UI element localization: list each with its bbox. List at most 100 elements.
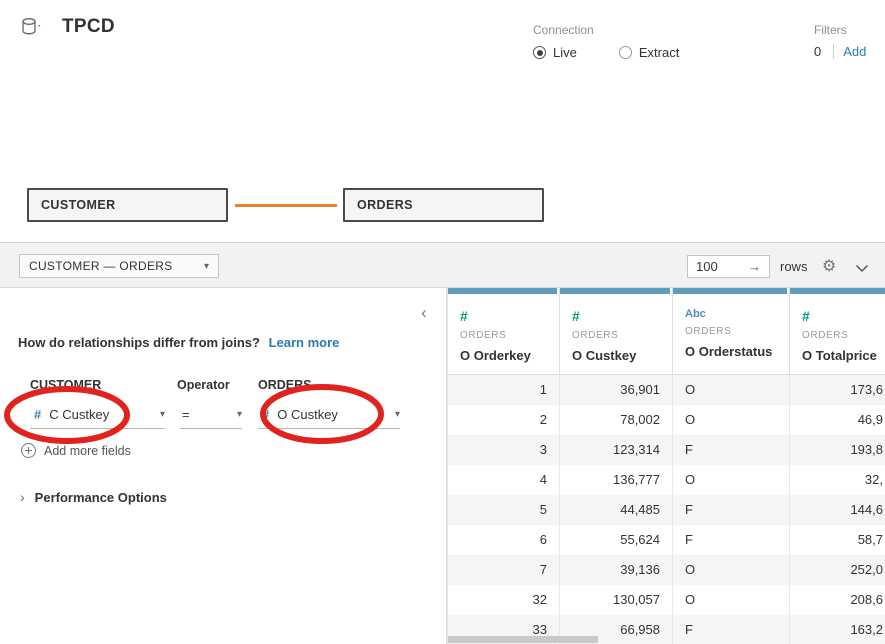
top-bar: TPCD Connection Live Extract Filters 0 A… [0,0,885,75]
column-field-name: O Orderkey [460,348,531,363]
column-header-o-totalprice[interactable]: # ORDERS O Totalprice [790,288,885,374]
cell: O [673,465,790,495]
cell: 173,6 [790,375,885,405]
radio-live-icon[interactable] [533,46,546,59]
apply-row-count-icon[interactable]: → [748,259,761,274]
chevron-right-icon: › [20,489,25,505]
column-accent-bar [673,288,787,294]
number-type-icon: # [802,308,810,324]
right-field-value: O Custkey [277,407,338,422]
table-row: 5 44,485 F 144,6 [448,495,885,525]
relationship-editor-panel: ‹ How do relationships differ from joins… [0,288,447,644]
row-count-value: 100 [696,259,718,274]
performance-options-expander[interactable]: › Performance Options [20,489,167,505]
radio-extract-icon[interactable] [618,46,632,59]
number-type-icon: # [572,308,580,324]
right-table-column-label: ORDERS [258,378,312,392]
left-field-dropdown[interactable]: # C Custkey ▾ [30,401,165,429]
relationship-selector-dropdown[interactable]: CUSTOMER — ORDERS ▾ [19,254,219,278]
cell: F [673,615,790,644]
cell: F [673,435,790,465]
learn-more-link[interactable]: Learn more [268,335,340,350]
plus-icon [21,443,36,458]
cell: 123,314 [560,435,673,465]
operator-value: = [182,407,190,422]
number-field-icon: # [262,407,270,422]
number-type-icon: # [460,308,468,324]
cell: 46,9 [790,405,885,435]
add-more-fields-button[interactable]: Add more fields [21,443,131,458]
string-type-icon: Abc [685,308,706,320]
performance-options-label: Performance Options [34,489,167,505]
add-filter-link[interactable]: Add [843,44,867,59]
column-header-o-orderkey[interactable]: # ORDERS O Orderkey [448,288,560,374]
cell: 2 [448,405,560,435]
table-row: 3 123,314 F 193,8 [448,435,885,465]
number-field-icon: # [34,407,42,422]
cell: 39,136 [560,555,673,585]
relationship-noodle[interactable] [235,204,337,207]
bottom-content: ‹ How do relationships differ from joins… [0,288,885,644]
cell: 3 [448,435,560,465]
cell: 4 [448,465,560,495]
cell: O [673,585,790,615]
cell: 1 [448,375,560,405]
gear-icon[interactable]: ⚙ [822,258,837,275]
grid-header-row: # ORDERS O Orderkey # ORDERS O Custkey A… [448,288,885,375]
cell: 252,0 [790,555,885,585]
chevron-down-icon: ▾ [203,260,209,272]
cell: 136,777 [560,465,673,495]
operator-column-label: Operator [177,378,230,392]
cell: 5 [448,495,560,525]
cell: 32 [448,585,560,615]
connection-section: Connection Live Extract [533,23,679,60]
database-icon[interactable] [20,16,42,38]
chevron-down-icon: ▾ [394,409,400,420]
column-accent-bar [560,288,670,294]
column-accent-bar [790,288,885,294]
left-field-value: C Custkey [49,407,110,422]
column-table-name: ORDERS [802,330,849,341]
table-orders[interactable]: ORDERS [343,188,544,222]
relationship-selector-label: CUSTOMER — ORDERS [29,259,173,273]
cell: 163,2 [790,615,885,644]
cell: 44,485 [560,495,673,525]
cell: O [673,555,790,585]
cell: F [673,495,790,525]
table-customer[interactable]: CUSTOMER [27,188,228,222]
column-table-name: ORDERS [685,326,732,337]
radio-live[interactable]: Live [533,45,577,60]
cell: 130,057 [560,585,673,615]
operator-dropdown[interactable]: = ▾ [180,401,242,429]
relationship-canvas: CUSTOMER ORDERS [0,75,885,242]
connection-label: Connection [533,23,594,37]
row-count-input[interactable]: 100 → [687,255,770,278]
table-row: 1 36,901 O 173,6 [448,375,885,405]
cell: 78,002 [560,405,673,435]
collapse-panel-icon[interactable]: ‹ [421,303,427,322]
chevron-down-icon: ▾ [236,409,242,420]
filters-label: Filters [814,23,847,37]
cell: O [673,405,790,435]
column-field-name: O Orderstatus [685,344,773,359]
radio-extract[interactable]: Extract [618,45,679,60]
chevron-down-icon[interactable] [855,260,869,278]
filters-count: 0 [814,44,822,59]
column-header-o-orderstatus[interactable]: Abc ORDERS O Orderstatus [673,288,790,374]
grid-body: 1 36,901 O 173,6 2 78,002 O 46,9 3 123,3… [448,375,885,644]
filters-section: Filters 0 Add [814,23,866,59]
rows-label: rows [780,259,808,274]
column-header-o-custkey[interactable]: # ORDERS O Custkey [560,288,673,374]
table-row: 7 39,136 O 252,0 [448,555,885,585]
cell: 32, [790,465,885,495]
left-table-column-label: CUSTOMER [30,378,102,392]
column-table-name: ORDERS [460,330,507,341]
right-field-dropdown[interactable]: # O Custkey ▾ [258,401,400,429]
cell: 58,7 [790,525,885,555]
add-more-fields-label: Add more fields [44,443,131,458]
cell: 208,6 [790,585,885,615]
cell: F [673,525,790,555]
table-row: 6 55,624 F 58,7 [448,525,885,555]
horizontal-scrollbar-thumb[interactable] [448,636,598,643]
